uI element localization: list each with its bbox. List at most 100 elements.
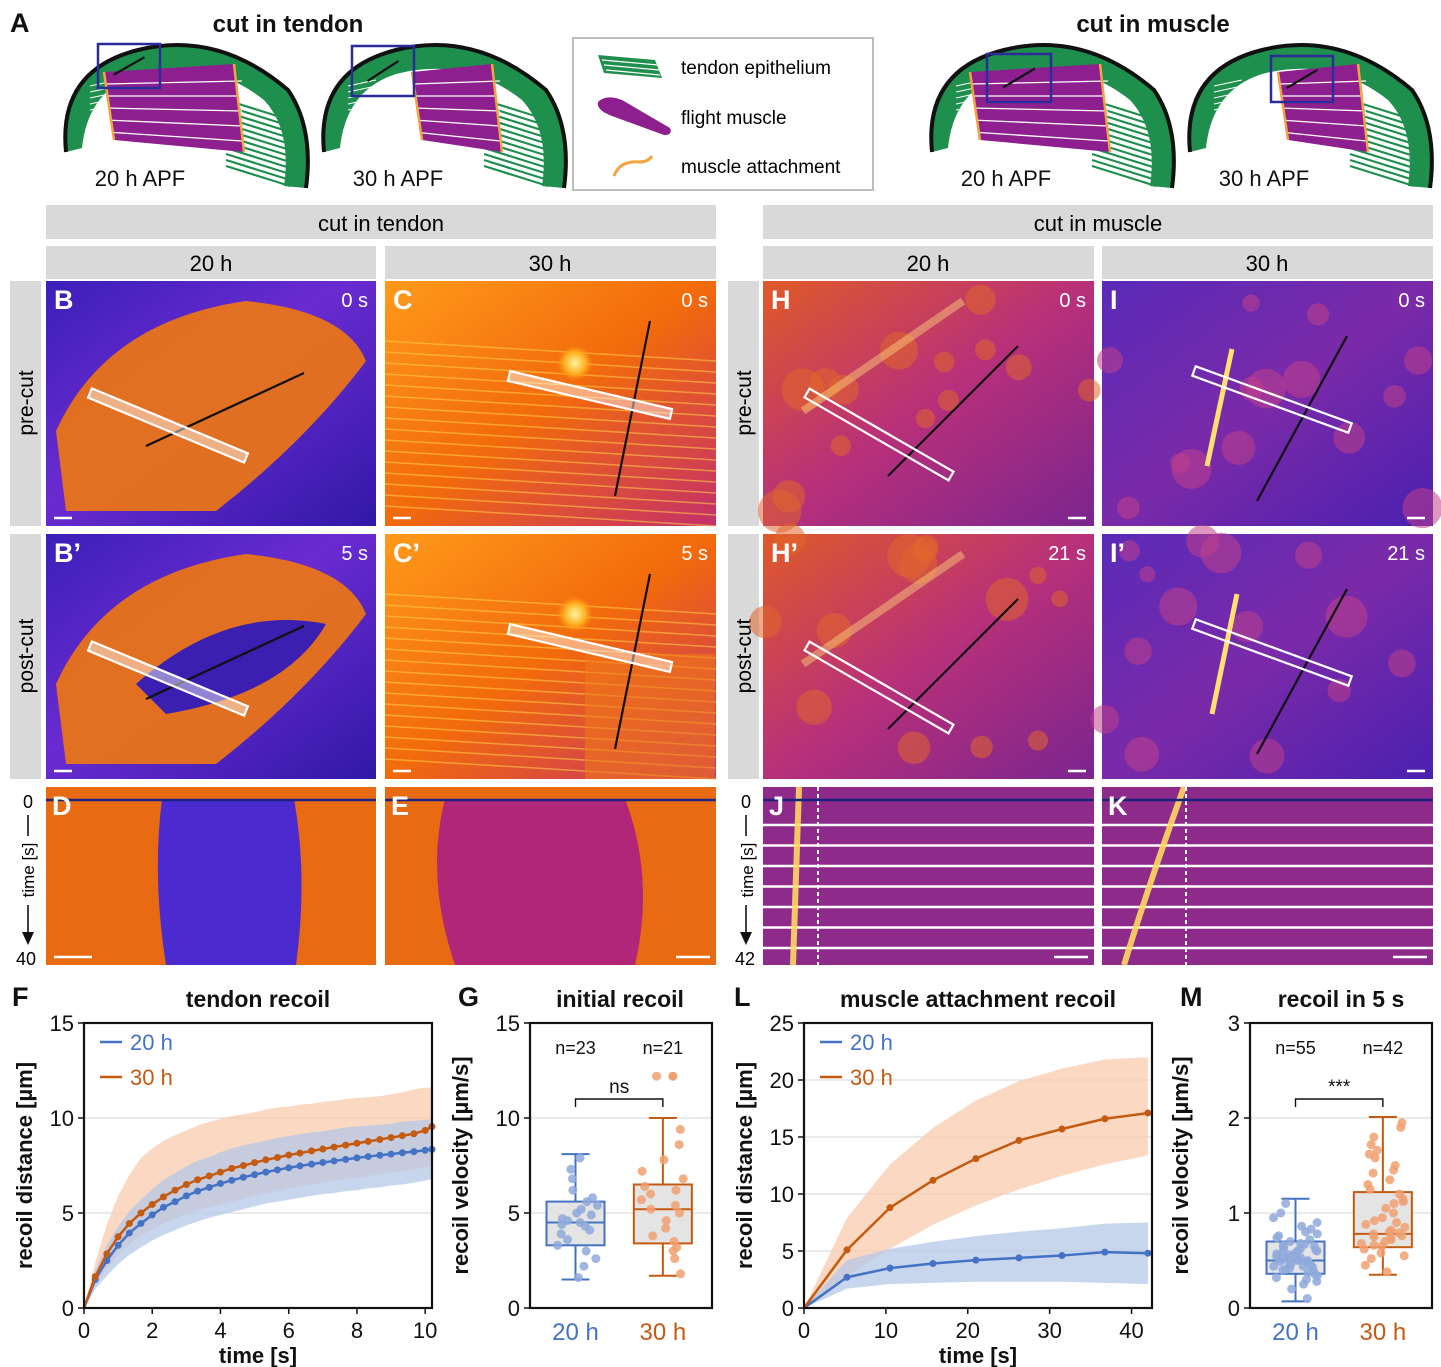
cell-blob bbox=[1306, 303, 1330, 326]
data-point bbox=[556, 1229, 566, 1239]
data-point bbox=[1366, 1140, 1376, 1150]
tendon-fiber bbox=[1091, 152, 1157, 176]
y-tick-label: 0 bbox=[508, 1296, 520, 1321]
tendon-fiber bbox=[347, 121, 377, 129]
data-point bbox=[1394, 1228, 1404, 1238]
tendon-fiber bbox=[1213, 79, 1243, 87]
data-point bbox=[1389, 1208, 1399, 1218]
tendon-epithelium-icon bbox=[598, 55, 662, 78]
cell-blob bbox=[796, 689, 832, 726]
kymo-axis-muscle: 0 42 time [s] bbox=[735, 792, 757, 969]
y-tick-label: 20 bbox=[770, 1068, 794, 1093]
cut-region-box bbox=[985, 52, 1053, 104]
panel-letter: H’ bbox=[771, 538, 798, 568]
data-point bbox=[1306, 1224, 1316, 1234]
tendon-epithelium-shape bbox=[323, 45, 566, 188]
tendon-epithelium-shape bbox=[931, 45, 1174, 188]
data-point bbox=[1281, 1199, 1291, 1208]
tissue-signal bbox=[56, 301, 366, 511]
timestamp: 21 s bbox=[1048, 543, 1086, 565]
data-point bbox=[103, 1250, 111, 1258]
data-point bbox=[398, 1132, 406, 1140]
data-point bbox=[1269, 1261, 1279, 1271]
kymo-axis-tendon-label: time [s] bbox=[19, 843, 38, 898]
bright-spot bbox=[557, 596, 593, 632]
x-axis-label: time [s] bbox=[939, 1343, 1017, 1367]
data-point bbox=[592, 1200, 602, 1210]
data-point bbox=[1287, 1284, 1297, 1294]
tendon-fiber bbox=[1213, 85, 1243, 93]
cell-blob bbox=[1402, 488, 1441, 529]
data-point bbox=[1369, 1216, 1379, 1226]
data-point bbox=[843, 1246, 851, 1254]
tendon-fiber-signal bbox=[384, 384, 717, 406]
data-point bbox=[676, 1269, 686, 1279]
data-point bbox=[159, 1193, 167, 1201]
data-point bbox=[1363, 1180, 1373, 1189]
tendon-fiber bbox=[347, 133, 377, 141]
panel-letter: L bbox=[734, 982, 751, 1012]
cell-blob bbox=[1231, 610, 1264, 642]
data-point bbox=[566, 1164, 576, 1174]
data-point bbox=[972, 1155, 980, 1163]
data-point bbox=[239, 1162, 247, 1169]
chart-title: recoil in 5 s bbox=[1278, 986, 1405, 1012]
data-point bbox=[581, 1246, 591, 1256]
category-label: 30 h bbox=[640, 1319, 687, 1346]
data-point bbox=[410, 1130, 418, 1138]
thorax-schematic: 20 h APF bbox=[929, 43, 1176, 191]
significance-bracket bbox=[1294, 1098, 1384, 1107]
data-point bbox=[1369, 1240, 1379, 1250]
thorax-schematics: 20 h APF 30 h APF 20 h APF 30 h APF bbox=[63, 42, 1434, 191]
recoil-region bbox=[585, 654, 715, 779]
plot-frame bbox=[528, 1021, 714, 1310]
tendon-fiber bbox=[955, 145, 985, 153]
panel-letter: C bbox=[393, 285, 413, 315]
tendon-fiber bbox=[1091, 158, 1157, 182]
kymo-axis-muscle-end: 42 bbox=[735, 949, 755, 969]
cut-region-box bbox=[1269, 54, 1335, 104]
y-tick-label: 5 bbox=[782, 1239, 794, 1264]
tendon-fiber bbox=[1349, 158, 1415, 182]
data-point bbox=[1278, 1240, 1288, 1250]
data-point bbox=[1297, 1221, 1307, 1231]
x-axis-label: time [s] bbox=[219, 1343, 297, 1367]
data-point bbox=[319, 1145, 327, 1153]
y-tick-label: 0 bbox=[62, 1296, 74, 1321]
cell-blob bbox=[1051, 590, 1069, 608]
panel-letter: J bbox=[769, 791, 784, 821]
y-tick-label: 0 bbox=[782, 1296, 794, 1321]
header-cut-in-tendon: cut in tendon bbox=[318, 211, 444, 236]
timestamp: 0 s bbox=[1059, 290, 1086, 312]
cell-blob bbox=[880, 331, 918, 370]
confidence-band bbox=[804, 1057, 1148, 1308]
kymograph: E bbox=[385, 787, 716, 965]
tendon-fiber bbox=[1213, 103, 1243, 111]
tendon-fiber bbox=[1349, 146, 1415, 170]
data-point bbox=[886, 1204, 894, 1212]
stage-label: 20 h APF bbox=[95, 166, 186, 191]
muscle-attachment-line bbox=[232, 63, 246, 153]
kymograph-roi bbox=[1190, 364, 1354, 435]
data-point bbox=[646, 1189, 656, 1199]
kymo-axis-tendon-start: 0 bbox=[23, 792, 33, 812]
header-cut-in-muscle: cut in muscle bbox=[1034, 211, 1162, 236]
data-point bbox=[1269, 1213, 1279, 1223]
data-point bbox=[972, 1256, 980, 1264]
y-tick-label: 15 bbox=[50, 1011, 74, 1036]
kymo-axis-tendon: 0 40 time [s] bbox=[16, 792, 38, 969]
data-point bbox=[1278, 1254, 1288, 1264]
cell-blob bbox=[1404, 346, 1433, 375]
muscle-fiber-gap bbox=[105, 131, 243, 142]
x-tick-label: 0 bbox=[798, 1318, 810, 1343]
data-point bbox=[182, 1192, 190, 1200]
muscle-fiber-gap bbox=[105, 119, 243, 127]
data-point bbox=[674, 1140, 684, 1150]
data-point bbox=[1397, 1118, 1407, 1128]
data-point bbox=[586, 1210, 596, 1220]
kymograph-background bbox=[1102, 787, 1433, 965]
thorax-schematic: 20 h APF bbox=[63, 42, 310, 191]
cell-blob bbox=[975, 339, 996, 361]
